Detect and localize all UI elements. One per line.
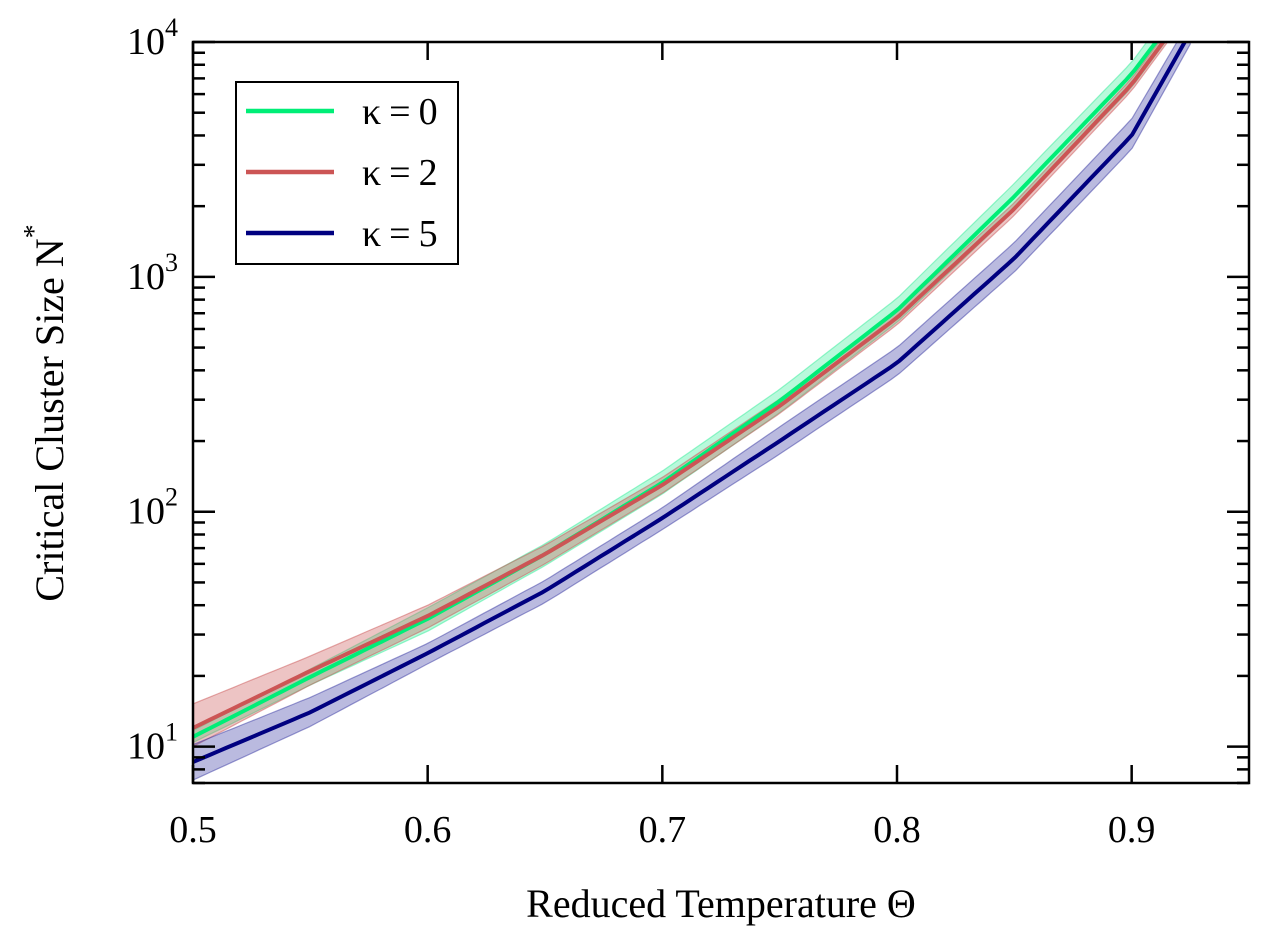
legend-label: κ = 0	[362, 91, 438, 133]
line-series-0	[193, 42, 1159, 739]
legend-label: κ = 5	[362, 213, 438, 255]
y-axis-title-superscript: *	[19, 224, 50, 238]
x-axis-title: Reduced Temperature Θ	[526, 881, 916, 926]
legend-label: κ = 2	[362, 152, 438, 194]
y-tick-label: 102	[127, 483, 178, 533]
x-tick-label: 0.9	[1108, 809, 1156, 851]
line-series-2	[193, 42, 1188, 764]
y-axis-ticks: 101 102 103 104	[127, 13, 1249, 785]
x-tick-label: 0.7	[639, 809, 687, 851]
y-tick-label: 104	[127, 13, 178, 63]
x-axis-ticks: 0.5 0.6 0.7 0.8 0.9	[169, 42, 1155, 851]
series-lines	[193, 42, 1188, 764]
legend: κ = 0 κ = 2 κ = 5	[235, 81, 459, 265]
line-series-1	[193, 42, 1166, 730]
x-tick-label: 0.8	[873, 809, 921, 851]
y-tick-label: 103	[127, 248, 178, 298]
y-tick-label: 101	[127, 718, 178, 768]
y-axis-title: Critical Cluster Size N*	[19, 224, 72, 601]
y-axis-title-main: Critical Cluster Size N	[27, 238, 72, 601]
x-tick-label: 0.6	[404, 809, 452, 851]
x-tick-label: 0.5	[169, 809, 217, 851]
band-series-2	[193, 42, 1191, 781]
plot-frame	[191, 40, 1251, 785]
